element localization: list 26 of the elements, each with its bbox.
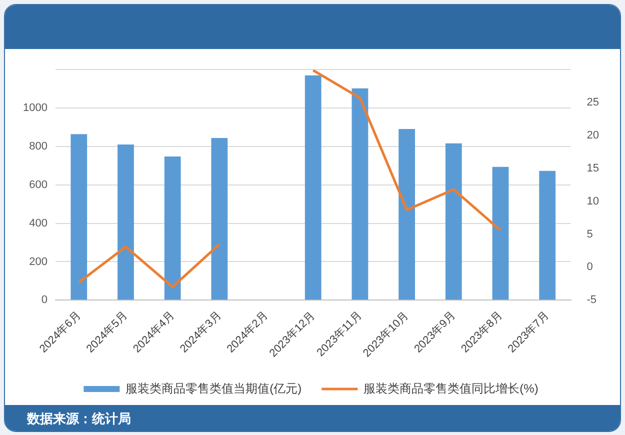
y-tick-label: 400 — [29, 217, 48, 230]
y2-tick-label: -5 — [586, 294, 597, 306]
bar — [211, 138, 228, 300]
y2-tick-label: 15 — [586, 162, 600, 174]
y-tick-label: 1000 — [22, 102, 48, 114]
y2-tick-label: 0 — [586, 261, 593, 274]
bar — [164, 156, 181, 300]
bar — [70, 134, 88, 300]
legend-label: 服装类商品零售类值当期值(亿元) — [126, 381, 302, 396]
y-tick-label: 800 — [29, 140, 48, 152]
bar — [352, 88, 368, 300]
legend-label: 服装类商品零售类值同比增长(%) — [364, 381, 538, 396]
bar — [118, 144, 134, 300]
bar — [539, 170, 556, 300]
y2-tick-label: 20 — [586, 130, 600, 142]
y2-tick-label: 5 — [586, 228, 593, 240]
bar — [304, 75, 322, 300]
y2-tick-label: 25 — [586, 96, 600, 109]
bar — [398, 128, 416, 300]
y-tick-label: 200 — [29, 256, 48, 268]
y2-tick-label: 10 — [586, 195, 600, 208]
y-tick-label: 600 — [29, 178, 48, 191]
bar — [445, 143, 462, 300]
source-note: 数据来源：统计局 — [27, 410, 131, 428]
y-tick-label: 0 — [41, 294, 48, 306]
bar — [492, 166, 509, 300]
